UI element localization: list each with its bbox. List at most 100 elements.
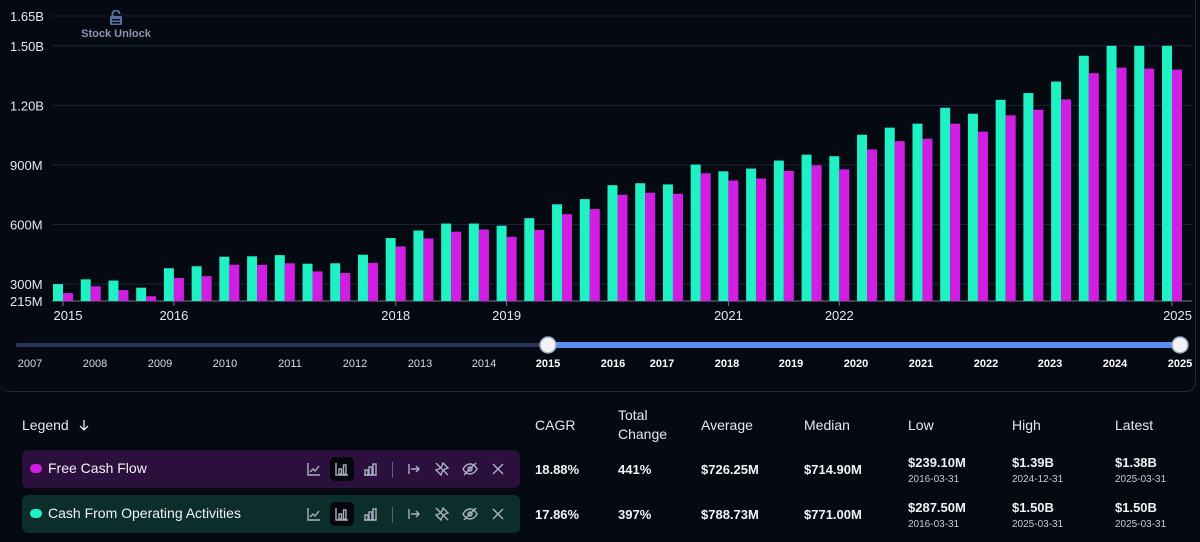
pin-off-icon[interactable] — [430, 457, 454, 481]
bar-cfo-2021-Q3 — [773, 160, 784, 301]
range-year-label: 2017 — [650, 358, 674, 370]
bar-cfo-2015-Q3 — [108, 280, 119, 301]
bar-chart-icon[interactable] — [330, 502, 354, 526]
bar-cfo-2024-Q4 — [1134, 45, 1145, 301]
bar-fcf-2016-Q3 — [229, 264, 240, 301]
bar-fcf-2021-Q2 — [756, 178, 767, 301]
bar-cfo-2018-Q1 — [385, 238, 396, 301]
bar-fcf-2015-Q1 — [63, 293, 73, 301]
range-year-label: 2012 — [343, 358, 367, 370]
bar-fcf-2024-Q1 — [1061, 99, 1072, 301]
x-tick-label: 2022 — [825, 308, 854, 323]
bar-fcf-2017-Q2 — [312, 271, 323, 301]
y-tick-label: 1.65B — [10, 9, 44, 24]
bar-cfo-2023-Q3 — [995, 99, 1006, 301]
legend-header[interactable]: Legend — [22, 416, 90, 435]
series-name: Cash From Operating Activities — [48, 505, 241, 521]
bar-fcf-2017-Q4 — [367, 262, 378, 301]
watermark: Stock Unlock — [76, 9, 156, 40]
range-year-label: 2018 — [715, 358, 739, 370]
bar-cfo-2021-Q4 — [801, 154, 812, 301]
bar-fcf-2015-Q3 — [118, 290, 129, 301]
col-total-change: Total Change — [618, 406, 667, 444]
move-to-axis-icon[interactable] — [402, 457, 426, 481]
y-tick-label: 300M — [10, 277, 43, 292]
range-handle-end[interactable] — [1171, 336, 1189, 354]
bar-fcf-2017-Q3 — [340, 272, 351, 301]
range-year-label: 2011 — [278, 358, 302, 370]
close-icon[interactable] — [486, 457, 510, 481]
cash-flow-bar-chart: 1.65B 1.50B 1.20B 900M 600M 300M 215M 2015 2016 2… — [10, 9, 1192, 370]
cfo-high: $1.50B — [1012, 500, 1054, 515]
bar-fcf-2018-Q3 — [451, 231, 462, 301]
hide-eye-icon[interactable] — [458, 502, 482, 526]
bar-cfo-2017-Q1 — [274, 255, 285, 301]
legend-row-free-cash-flow[interactable]: Free Cash Flow — [22, 450, 520, 488]
bar-cfo-2016-Q4 — [247, 256, 258, 301]
series-color-dot — [30, 464, 42, 473]
metrics-table: Legend CAGR Total Change Average Median … — [0, 400, 1200, 542]
bar-fcf-2023-Q1 — [950, 123, 961, 302]
line-chart-icon[interactable] — [302, 457, 326, 481]
toolbar-divider — [392, 507, 393, 523]
bar-cfo-2020-Q2 — [635, 183, 646, 301]
stock-unlock-logo-icon — [109, 9, 123, 26]
range-year-label: 2020 — [844, 358, 868, 370]
col-average: Average — [701, 417, 753, 433]
series-name: Free Cash Flow — [48, 460, 147, 476]
bar-cfo-2017-Q4 — [357, 254, 368, 301]
bar-fcf-2020-Q1 — [617, 194, 628, 301]
bar-cfo-2017-Q2 — [302, 263, 313, 301]
move-to-axis-icon[interactable] — [402, 502, 426, 526]
bar-fcf-2022-Q4 — [922, 138, 933, 301]
range-year-label: 2009 — [148, 358, 172, 370]
range-year-label: 2013 — [408, 358, 432, 370]
range-handle-start[interactable] — [539, 336, 557, 354]
y-tick-label: 600M — [10, 218, 43, 233]
x-tick-label: 2018 — [381, 308, 410, 323]
bar-fcf-2022-Q2 — [867, 149, 878, 301]
bar-fcf-2020-Q2 — [645, 192, 656, 301]
bar-cfo-2021-Q1 — [718, 171, 729, 301]
bar-cfo-2022-Q3 — [884, 127, 895, 301]
cfo-low-date: 2016-03-31 — [908, 519, 960, 530]
line-chart-icon[interactable] — [302, 502, 326, 526]
bar-fcf-2015-Q4 — [146, 296, 157, 301]
x-tick-label: 2019 — [492, 308, 521, 323]
cfo-average: $788.73M — [701, 507, 759, 522]
bar-fcf-2016-Q1 — [173, 277, 184, 301]
bar-cfo-2023-Q2 — [967, 113, 978, 301]
y-tick-label: 215M — [10, 294, 43, 309]
range-year-label: 2023 — [1038, 358, 1062, 370]
hide-eye-icon[interactable] — [458, 457, 482, 481]
bar-fcf-2019-Q4 — [589, 209, 600, 301]
bar-cfo-2024-Q3 — [1106, 45, 1117, 301]
legend-row-cash-from-operating-activities[interactable]: Cash From Operating Activities — [22, 495, 520, 533]
bar-fcf-2021-Q4 — [811, 165, 822, 301]
col-high: High — [1012, 417, 1041, 433]
range-year-label: 2014 — [472, 358, 496, 370]
fcf-cagr: 18.88% — [535, 462, 580, 477]
range-year-label: 2019 — [779, 358, 803, 370]
pin-off-icon[interactable] — [430, 502, 454, 526]
bar-chart-icon[interactable] — [330, 457, 354, 481]
bar-cfo-2016-Q2 — [191, 266, 202, 301]
bar-cfo-2015-Q1 — [53, 284, 63, 301]
range-year-label: 2024 — [1103, 358, 1128, 370]
col-total-change-line2: Change — [618, 426, 668, 442]
bar-cfo-2023-Q1 — [940, 107, 951, 301]
bar-fcf-2021-Q1 — [728, 180, 739, 301]
stacked-bar-icon[interactable] — [358, 457, 382, 481]
x-tick-label: 2016 — [159, 308, 188, 323]
col-total-change-line1: Total — [618, 407, 648, 423]
bar-fcf-2018-Q1 — [395, 246, 406, 301]
stacked-bar-icon[interactable] — [358, 502, 382, 526]
close-icon[interactable] — [486, 502, 510, 526]
fcf-high-date: 2024-12-31 — [1012, 474, 1064, 485]
bar-cfo-2021-Q2 — [746, 168, 757, 301]
bar-cfo-2015-Q2 — [80, 279, 91, 301]
arrow-down-icon — [79, 420, 89, 431]
range-year-label: 2021 — [909, 358, 933, 370]
bar-fcf-2016-Q2 — [201, 276, 212, 301]
col-latest: Latest — [1115, 417, 1154, 433]
